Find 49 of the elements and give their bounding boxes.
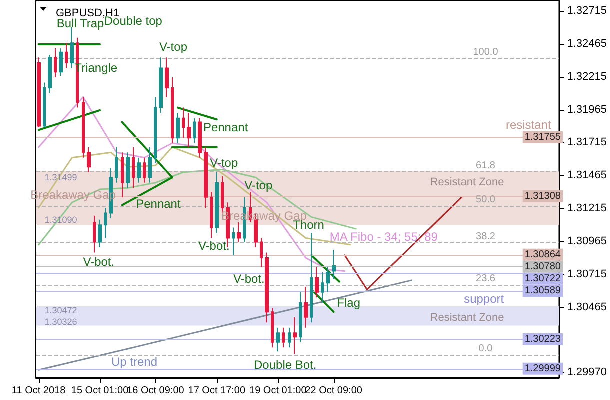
annotation: 38.2 — [476, 231, 496, 242]
annotation: 100.0 — [473, 46, 499, 58]
x-tick-label: 22 Oct 09:00 — [305, 386, 363, 396]
annotation: V-top — [244, 178, 273, 193]
y-tick-label: 1.30965 — [567, 236, 608, 248]
annotation: Pennant — [136, 197, 182, 211]
x-tick-label: 17 Oct 17:00 — [188, 386, 246, 396]
x-tick-label: 19 Oct 01:00 — [250, 386, 308, 396]
annotation: Pennant — [203, 120, 249, 135]
annotation: MA Fibo - 34; 55; 89 — [330, 230, 438, 244]
annotation: V-bot. — [83, 255, 115, 269]
x-tick-label: 15 Oct 01:00 — [71, 386, 130, 396]
ref-line-label: 1.30780 — [524, 261, 562, 272]
y-tick-label: 1.31715 — [567, 136, 608, 149]
annotation: V-top — [210, 156, 238, 170]
y-tick-label: 1.31465 — [567, 170, 608, 182]
annotation: V-top — [159, 40, 188, 54]
annotation: 1.30326 — [44, 316, 78, 327]
x-tick-label: 16 Oct 09:00 — [127, 386, 185, 396]
band-label: Resistant Zone — [430, 312, 504, 324]
y-tick-label: 1.29970 — [567, 366, 608, 379]
y-tick-label: 1.32465 — [567, 38, 608, 50]
ref-line-label: 1.30722 — [524, 273, 562, 284]
y-tick-label: 1.32715 — [567, 4, 608, 17]
annotation: support — [464, 292, 505, 306]
ref-line-label: 1.30223 — [524, 334, 562, 345]
annotation: resistant — [506, 118, 552, 132]
annotation: Flag — [337, 296, 360, 310]
annotation: Up trend — [112, 355, 158, 370]
annotation: Double Bot. — [254, 358, 317, 372]
ref-line-label: 1.31755 — [524, 132, 562, 143]
annotation: 50.0 — [476, 194, 496, 206]
ref-line-label: 1.29999 — [524, 363, 562, 374]
ref-line-label: 1.31308 — [524, 190, 562, 202]
y-tick-label: 1.30465 — [567, 301, 608, 314]
y-tick-label: 1.30715 — [567, 268, 608, 281]
annotation: 23.6 — [476, 274, 496, 285]
ref-line-label: 1.30589 — [524, 286, 562, 297]
annotation: 1.30472 — [44, 306, 78, 316]
annotation: V-bot. — [234, 272, 265, 286]
x-tick-label: 11 Oct 2018 — [12, 386, 66, 396]
y-tick-label: 1.31965 — [567, 104, 608, 116]
annotation: 61.8 — [476, 160, 496, 172]
y-tick-label: 1.32215 — [567, 70, 608, 83]
y-tick-label: 1.31215 — [567, 202, 608, 215]
annotation: V-bot. — [198, 239, 230, 254]
band-label: Resistant Zone — [430, 176, 504, 189]
annotation: 0.0 — [478, 344, 494, 354]
ref-line-label: 1.30864 — [524, 249, 562, 260]
